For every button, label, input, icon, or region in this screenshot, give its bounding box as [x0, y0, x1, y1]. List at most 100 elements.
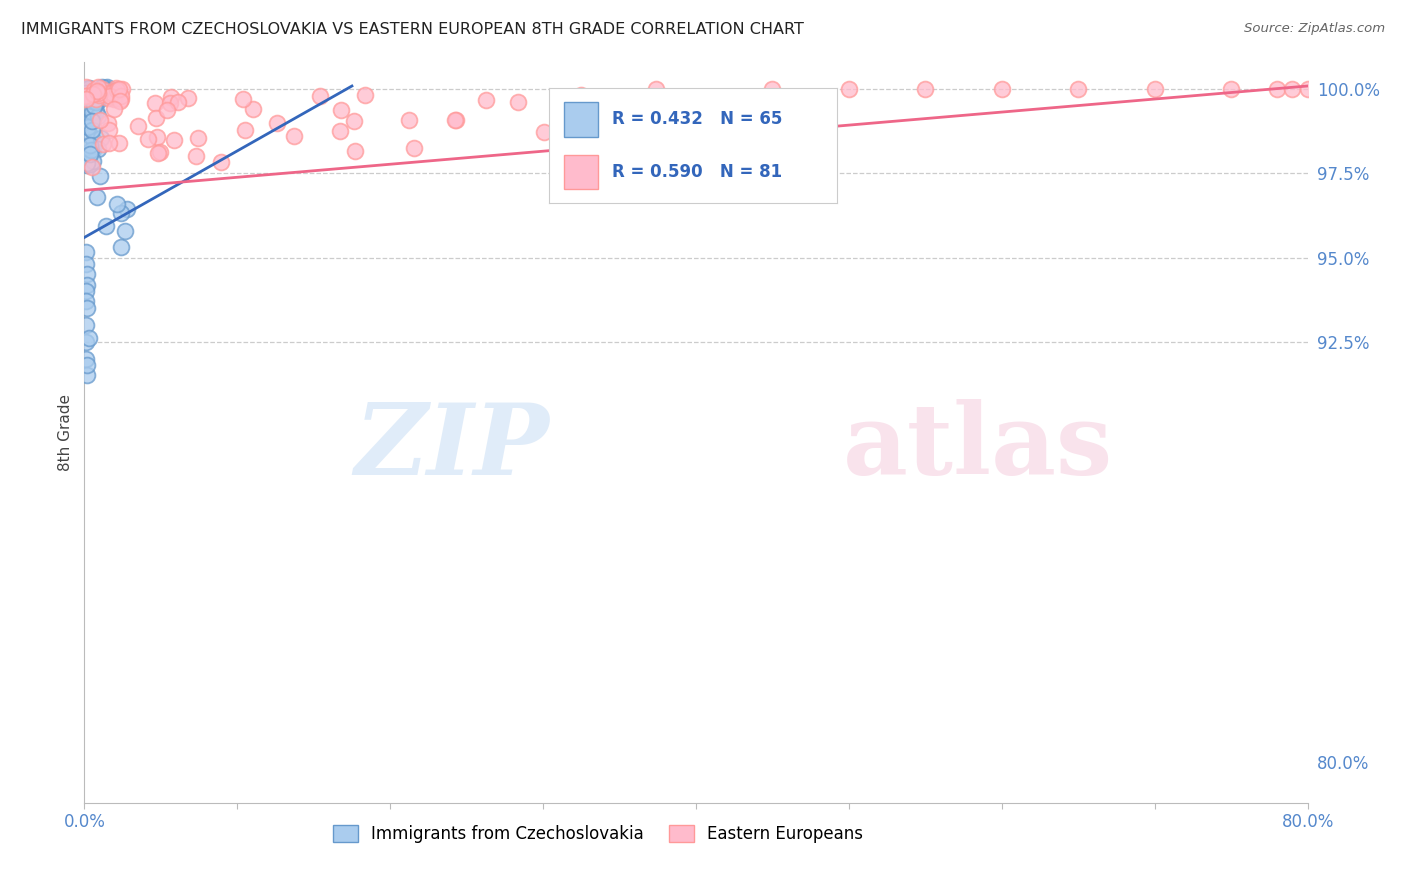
Y-axis label: 8th Grade: 8th Grade	[58, 394, 73, 471]
Point	[82, 143, 104, 157]
Point	[73, 89, 96, 103]
Point	[177, 91, 200, 105]
Point	[117, 202, 139, 216]
Point	[97, 136, 120, 150]
Point	[79, 82, 101, 96]
Point	[79, 137, 101, 152]
Point	[76, 359, 98, 373]
Point	[163, 133, 186, 147]
Point	[575, 128, 598, 142]
Point	[91, 137, 114, 152]
Point	[94, 80, 117, 95]
Point	[73, 87, 96, 101]
Point	[75, 285, 97, 299]
Point	[80, 86, 103, 100]
Point	[110, 206, 132, 220]
Point	[232, 92, 254, 106]
Point	[167, 95, 190, 109]
Point	[76, 301, 98, 315]
Point	[114, 224, 136, 238]
Point	[83, 86, 105, 100]
Point	[84, 84, 107, 98]
Point	[80, 105, 103, 120]
Point	[79, 147, 101, 161]
Point	[75, 334, 97, 349]
Point	[82, 87, 104, 102]
Point	[233, 123, 256, 137]
Point	[283, 128, 305, 143]
Point	[838, 82, 860, 96]
Point	[644, 81, 666, 95]
Point	[343, 114, 366, 128]
Point	[110, 240, 132, 254]
Point	[75, 294, 97, 309]
Point	[1265, 82, 1288, 96]
Point	[108, 82, 131, 96]
Point	[84, 95, 107, 109]
Point	[82, 94, 104, 108]
Point	[105, 83, 128, 97]
Point	[75, 318, 97, 332]
Point	[82, 123, 104, 137]
Point	[76, 277, 98, 292]
Point	[91, 79, 114, 94]
Point	[110, 89, 132, 103]
Point	[136, 132, 159, 146]
Point	[143, 95, 166, 110]
Point	[474, 93, 496, 107]
Point	[108, 94, 131, 108]
Point	[87, 88, 110, 103]
Legend: Immigrants from Czechoslovakia, Eastern Europeans: Immigrants from Czechoslovakia, Eastern …	[326, 819, 870, 850]
Point	[266, 116, 288, 130]
Point	[82, 84, 104, 98]
Point	[146, 146, 169, 161]
Point	[86, 87, 108, 102]
Point	[309, 88, 332, 103]
Point	[914, 82, 936, 96]
Point	[991, 82, 1014, 96]
Point	[82, 104, 104, 119]
Point	[146, 130, 169, 145]
Point	[1281, 82, 1303, 96]
Point	[77, 81, 100, 95]
Point	[101, 86, 124, 100]
Point	[444, 113, 467, 128]
Point	[75, 351, 97, 366]
Point	[98, 123, 121, 137]
Point	[98, 88, 121, 103]
Point	[83, 98, 105, 112]
Point	[209, 155, 232, 169]
Point	[90, 81, 112, 95]
Point	[96, 79, 118, 94]
Point	[344, 144, 367, 158]
Point	[86, 80, 108, 95]
Point	[149, 145, 172, 159]
Point	[89, 112, 111, 127]
Point	[404, 141, 426, 155]
Text: IMMIGRANTS FROM CZECHOSLOVAKIA VS EASTERN EUROPEAN 8TH GRADE CORRELATION CHART: IMMIGRANTS FROM CZECHOSLOVAKIA VS EASTER…	[21, 22, 804, 37]
Point	[329, 103, 352, 117]
Point	[79, 157, 101, 171]
Point	[75, 79, 97, 94]
Point	[97, 91, 120, 105]
Point	[83, 83, 105, 97]
Point	[87, 109, 110, 123]
Point	[75, 84, 97, 98]
Point	[94, 83, 117, 97]
Point	[86, 84, 108, 98]
Point	[569, 88, 592, 103]
Point	[87, 142, 110, 156]
Point	[80, 160, 103, 174]
Point	[329, 123, 352, 137]
Point	[103, 84, 125, 98]
Point	[1067, 82, 1090, 96]
Point	[127, 119, 149, 133]
Text: Source: ZipAtlas.com: Source: ZipAtlas.com	[1244, 22, 1385, 36]
Point	[86, 190, 108, 204]
Point	[105, 196, 128, 211]
Point	[90, 130, 112, 145]
Text: atlas: atlas	[842, 399, 1114, 496]
Point	[398, 112, 420, 127]
Point	[97, 86, 120, 100]
Point	[75, 81, 97, 95]
